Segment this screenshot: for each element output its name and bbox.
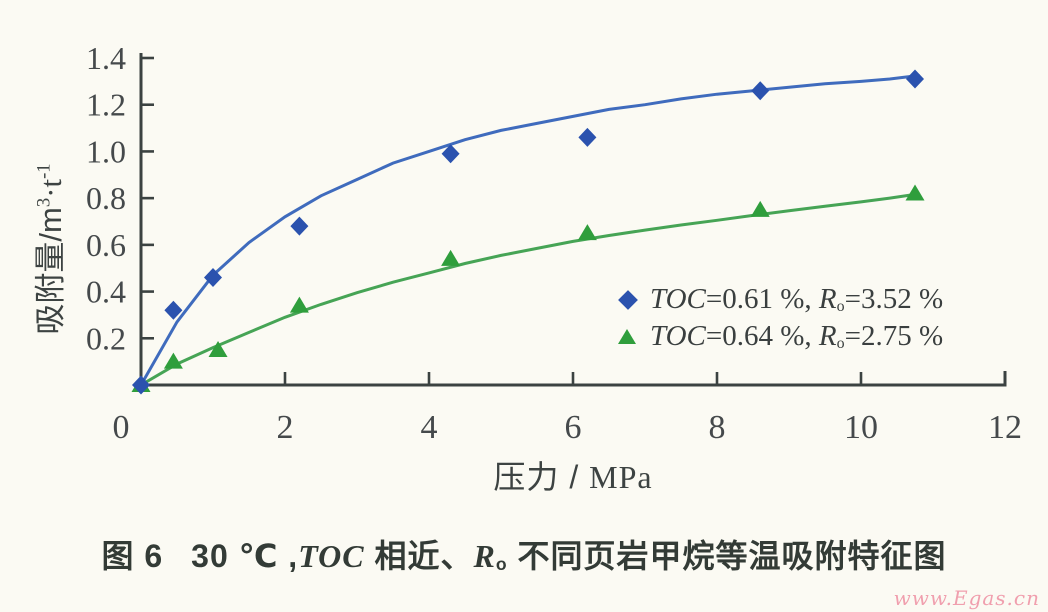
y-axis-title: 吸附量/m3·t-1 — [33, 163, 68, 335]
data-point-triangle — [163, 352, 183, 369]
triangle-marker-icon — [618, 329, 650, 344]
data-point-diamond — [132, 375, 150, 395]
x-tick-label: 4 — [421, 409, 438, 446]
y-tick-label: 0.6 — [86, 227, 126, 263]
y-tick-label: 0.4 — [86, 274, 126, 310]
data-point-diamond — [290, 216, 309, 236]
data-point-diamond — [751, 81, 770, 101]
data-point-diamond — [578, 127, 597, 147]
x-tick-label: 2 — [277, 409, 294, 446]
y-tick-label: 0.8 — [86, 180, 126, 216]
data-point-triangle — [441, 249, 461, 266]
series-curve — [139, 192, 921, 387]
x-tick-label: 6 — [565, 409, 582, 446]
x-tick-label: 8 — [709, 409, 726, 446]
data-point-diamond — [204, 268, 222, 288]
data-point-triangle — [750, 200, 770, 217]
legend-label: TOC=0.64 %, Ro=2.75 % — [650, 320, 944, 352]
y-tick-label: 0.2 — [86, 320, 126, 356]
x-axis-title: 压力 / MPa — [493, 459, 653, 495]
y-tick-label: 1.0 — [86, 133, 126, 169]
data-point-triangle — [289, 296, 309, 313]
y-tick-label: 1.4 — [86, 40, 126, 76]
watermark: www.Egas.cn — [893, 586, 1040, 610]
y-tick-label: 1.2 — [86, 87, 126, 123]
x-tick-label: 10 — [844, 409, 878, 446]
data-point-diamond — [441, 144, 460, 164]
legend: TOC=0.61 %, Ro=3.52 % TOC=0.64 %, Ro=2.7… — [618, 281, 943, 355]
x-tick-label: 0 — [113, 409, 130, 446]
series-curve — [139, 74, 921, 387]
data-point-diamond — [906, 69, 924, 89]
legend-label: TOC=0.61 %, Ro=3.52 % — [650, 283, 944, 315]
diamond-marker-icon — [618, 289, 650, 310]
data-point-triangle — [577, 224, 597, 241]
legend-item-toc064: TOC=0.64 %, Ro=2.75 % — [618, 318, 943, 355]
data-point-diamond — [164, 300, 183, 320]
data-point-triangle — [208, 340, 228, 357]
x-tick-label: 12 — [988, 409, 1022, 446]
data-point-triangle — [905, 184, 925, 201]
legend-item-toc061: TOC=0.61 %, Ro=3.52 % — [618, 281, 943, 318]
figure-caption: 图 6 30 ℃ ,TOC 相近、Ro 不同页岩甲烷等温吸附特征图 — [101, 538, 947, 575]
